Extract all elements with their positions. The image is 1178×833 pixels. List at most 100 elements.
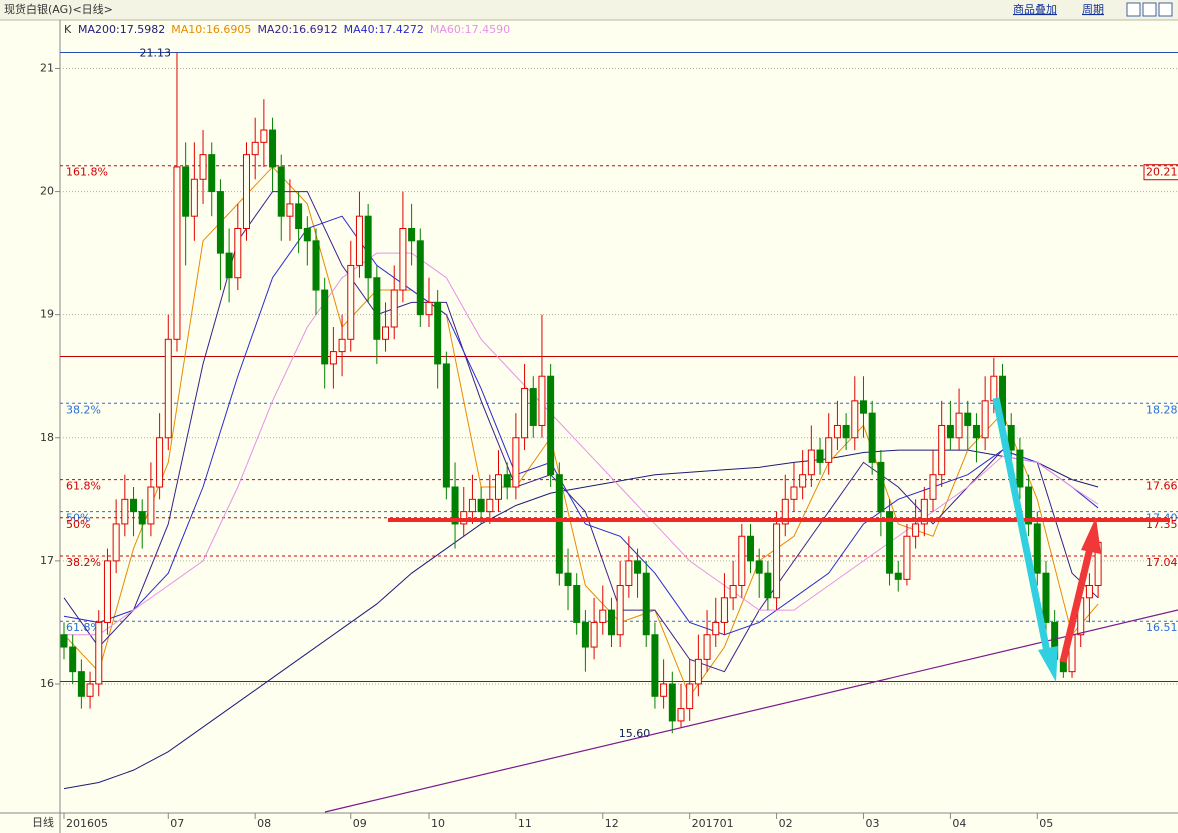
candle-body	[773, 523, 781, 599]
fib-value-label: 20.21	[1146, 166, 1178, 179]
candle-body	[164, 338, 172, 439]
candle-body	[425, 301, 433, 316]
candle-body	[799, 474, 807, 488]
title: 现货白银(AG)<日线>	[4, 2, 113, 16]
candle-body	[660, 683, 668, 697]
x-tick-label: 10	[431, 817, 445, 830]
candle-body	[607, 609, 615, 636]
legend-entry: MA200:17.5982	[78, 23, 165, 36]
button-back[interactable]	[1126, 2, 1141, 17]
candle-body	[903, 535, 911, 580]
x-tick-label: 05	[1039, 817, 1053, 830]
button-forward[interactable]	[1158, 2, 1173, 17]
candle-body	[529, 388, 537, 426]
legend-entry: MA60:17.4590	[430, 23, 510, 36]
candle-body	[95, 621, 103, 685]
y-tick-label: 17	[40, 554, 54, 567]
candle-body	[590, 621, 598, 648]
fib-value-label: 18.28	[1146, 403, 1178, 416]
candle-body	[321, 289, 329, 365]
candle-body	[955, 412, 963, 439]
drawings	[324, 397, 1178, 813]
legend-entry: MA10:16.6905	[171, 23, 251, 36]
candle-body	[216, 191, 224, 254]
candle-body	[390, 289, 398, 328]
candle-body	[477, 498, 485, 513]
overlay-button[interactable]: 商品叠加	[1013, 2, 1057, 16]
candle-body	[790, 486, 798, 500]
candle-body	[920, 498, 928, 525]
fib-value-box	[1143, 164, 1178, 181]
candle-body	[373, 277, 381, 340]
fib-label: 38.2%	[66, 556, 101, 569]
y-tick-label: 19	[40, 308, 54, 321]
candle-body	[755, 560, 763, 574]
candle-body	[703, 634, 711, 660]
fib-value-label: 17.04	[1146, 556, 1178, 569]
x-tick-label: 02	[779, 817, 793, 830]
fib-label: 61.8%	[66, 621, 101, 634]
candle-body	[816, 449, 824, 463]
candle-body	[234, 228, 242, 279]
candle-body	[964, 412, 972, 426]
candle-body	[338, 338, 346, 353]
candle-body	[416, 240, 424, 316]
candle-body	[364, 215, 372, 279]
candle-body	[842, 424, 850, 439]
x-tick-label: 08	[257, 817, 271, 830]
x-tick-label: 03	[865, 817, 879, 830]
candle-body	[468, 498, 476, 513]
candle-body	[634, 560, 642, 574]
candle-body	[1042, 572, 1050, 623]
candle-body	[677, 708, 685, 722]
candle-body	[1085, 584, 1093, 599]
candle-body	[260, 129, 268, 143]
candle-body	[738, 535, 746, 586]
candle-body	[894, 572, 902, 580]
x-tick-label: 11	[518, 817, 532, 830]
x-tick-label: 12	[605, 817, 619, 830]
candle-body	[747, 535, 755, 562]
trend-line	[324, 609, 1178, 813]
candle-body	[399, 228, 407, 291]
candle-body	[329, 351, 337, 365]
candle-body	[946, 424, 954, 439]
candle-body	[434, 301, 442, 365]
button-restore[interactable]	[1142, 2, 1157, 17]
candle-body	[190, 178, 198, 217]
candle-body	[538, 375, 546, 426]
candle-body	[156, 437, 164, 488]
candle-body	[573, 584, 581, 623]
candle-body	[130, 498, 138, 513]
candle-body	[103, 560, 111, 623]
candle-body	[147, 486, 155, 525]
fib-label: 161.8%	[66, 166, 108, 179]
bottom-label: 日线	[32, 815, 54, 829]
fib-value-label: 17.66	[1146, 480, 1178, 493]
legend-entry: MA20:16.6912	[257, 23, 337, 36]
candle-body	[990, 375, 998, 402]
candle-body	[277, 166, 285, 217]
candle-body	[555, 474, 563, 574]
up-arrow-shaft	[1059, 547, 1094, 663]
header-bar	[0, 0, 1178, 20]
candle-body	[77, 671, 85, 697]
candle-body	[295, 203, 303, 230]
candle-body	[242, 154, 250, 230]
candle-body	[303, 228, 311, 242]
candle-body	[712, 621, 720, 636]
candle-body	[173, 166, 181, 340]
x-tick-label: 201701	[692, 817, 734, 830]
candle-body	[625, 560, 633, 586]
candle-body	[1007, 424, 1015, 451]
period-button[interactable]: 周期	[1082, 3, 1104, 16]
y-tick-label: 21	[40, 61, 54, 74]
plot: 16 17 18 19 20 21 201605 07 08 09 10 11 12 201701 02 03…	[40, 46, 1178, 830]
candle-body	[686, 683, 694, 710]
y-tick-label: 20	[40, 185, 54, 198]
candle-body	[764, 572, 772, 599]
candle-body	[599, 609, 607, 623]
candle-body	[121, 498, 129, 525]
x-tick-label: 04	[952, 817, 966, 830]
